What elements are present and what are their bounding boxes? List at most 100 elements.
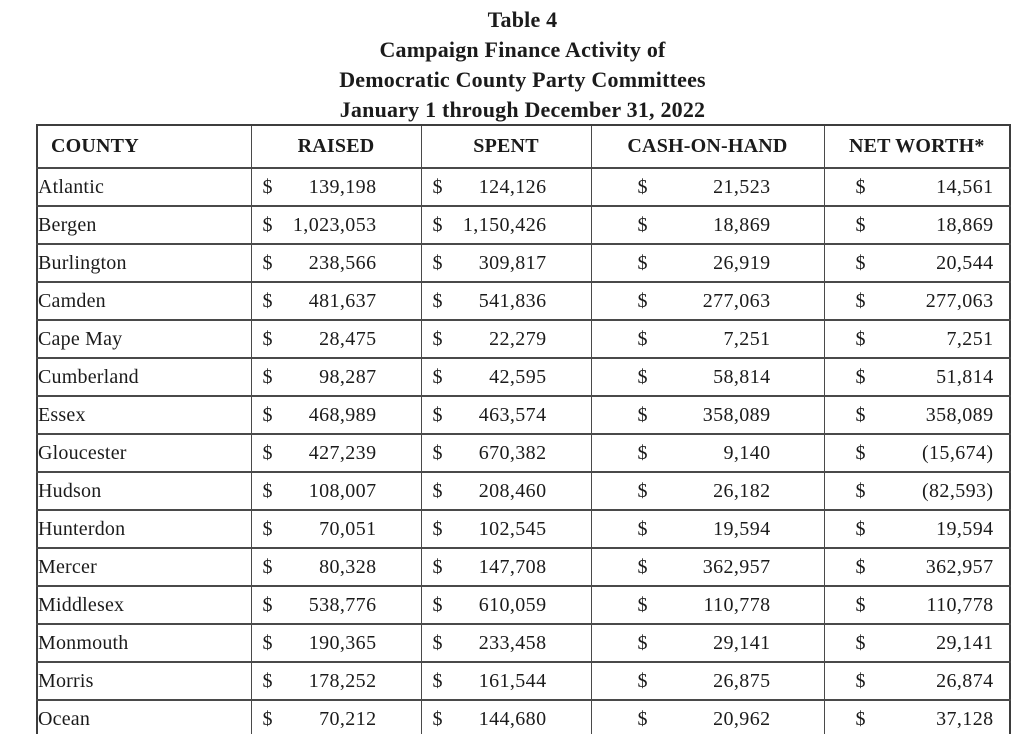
county-name-cell: Ocean: [37, 699, 251, 734]
amount-cell: $7,251: [590, 319, 824, 358]
dollar-sign: $: [432, 555, 443, 578]
amount-cell: $358,089: [823, 395, 1010, 434]
amount-text: 481,637: [308, 289, 377, 312]
amount-cell: $98,287: [250, 357, 421, 396]
dollar-sign: $: [262, 631, 273, 654]
dollar-sign: $: [855, 479, 866, 502]
dollar-sign: $: [432, 175, 443, 198]
amount-cell: $26,919: [590, 243, 824, 282]
amount-cell: $ (15,674): [823, 433, 1010, 472]
dollar-sign: $: [637, 555, 648, 578]
money-value: $110,778: [856, 594, 994, 617]
table-row: Burlington $238,566 $309,817 $26,919 $20,544: [37, 243, 1010, 282]
table-row: Gloucester $427,239 $670,382 $9,140 $ (15,674…: [37, 433, 1010, 472]
county-name-cell: Mercer: [37, 547, 251, 586]
amount-text: 362,957: [702, 555, 771, 578]
money-value: $147,708: [433, 556, 547, 579]
money-value: $18,869: [638, 214, 771, 237]
dollar-sign: $: [262, 669, 273, 692]
table-title: Table 4 Campaign Finance Activity of Dem…: [36, 5, 1009, 125]
dollar-sign: $: [637, 631, 648, 654]
amount-cell: $610,059: [420, 585, 591, 624]
dollar-sign: $: [637, 365, 648, 388]
table-row: Cape May $28,475 $22,279 $7,251 $7,251: [37, 319, 1010, 358]
amount-cell: $22,279: [420, 319, 591, 358]
amount-cell: $26,182: [590, 471, 824, 510]
money-value: $238,566: [263, 252, 377, 275]
title-date-range: January 1 through December 31, 2022: [339, 97, 706, 122]
money-value: $7,251: [856, 328, 994, 351]
header-raised: RAISED: [250, 125, 421, 168]
county-name-cell: Atlantic: [37, 167, 251, 206]
money-value: $20,544: [856, 252, 994, 275]
amount-cell: $1,023,053: [250, 205, 421, 244]
amount-text: 29,141: [713, 631, 771, 654]
money-value: $51,814: [856, 366, 994, 389]
amount-cell: $29,141: [823, 623, 1010, 662]
header-spent: SPENT: [420, 125, 591, 168]
header-net-worth: NET WORTH*: [823, 125, 1010, 168]
title-subject: Campaign Finance Activity of: [379, 37, 666, 62]
table-header: COUNTY RAISED SPENT CASH-ON-HAND NET WOR…: [37, 125, 1010, 168]
money-value: $670,382: [433, 442, 547, 465]
table-row: Cumberland $98,287 $42,595 $58,814 $51,814: [37, 357, 1010, 396]
money-value: $102,545: [433, 518, 547, 541]
dollar-sign: $: [855, 251, 866, 274]
amount-cell: $362,957: [590, 547, 824, 586]
amount-text: 22,279: [489, 327, 547, 350]
money-value: $538,776: [263, 594, 377, 617]
dollar-sign: $: [262, 213, 273, 236]
amount-text: 147,708: [478, 555, 547, 578]
dollar-sign: $: [432, 327, 443, 350]
amount-text: 233,458: [478, 631, 547, 654]
dollar-sign: $: [637, 403, 648, 426]
county-name-cell: Hunterdon: [37, 509, 251, 548]
table-row: Atlantic $139,198 $124,126 $21,523 $14,561: [37, 167, 1010, 206]
amount-text: 110,778: [703, 593, 771, 616]
amount-cell: $144,680: [420, 699, 591, 734]
amount-text: 541,836: [478, 289, 547, 312]
dollar-sign: $: [855, 403, 866, 426]
money-value: $358,089: [856, 404, 994, 427]
amount-cell: $190,365: [250, 623, 421, 662]
money-value: $58,814: [638, 366, 771, 389]
amount-cell: $362,957: [823, 547, 1010, 586]
dollar-sign: $: [432, 593, 443, 616]
money-value: $42,595: [433, 366, 547, 389]
money-value: $26,182: [638, 480, 771, 503]
money-value: $98,287: [263, 366, 377, 389]
money-value: $22,279: [433, 328, 547, 351]
money-value: $277,063: [638, 290, 771, 313]
header-cash-on-hand: CASH-ON-HAND: [590, 125, 824, 168]
amount-text: 277,063: [702, 289, 771, 312]
table-row: Hudson $108,007 $208,460 $26,182 $ (82,593): [37, 471, 1010, 510]
dollar-sign: $: [637, 213, 648, 236]
money-value: $21,523: [638, 176, 771, 199]
dollar-sign: $: [855, 517, 866, 540]
money-value: $29,141: [638, 632, 771, 655]
amount-cell: $18,869: [823, 205, 1010, 244]
amount-text: 610,059: [478, 593, 547, 616]
money-value: $19,594: [856, 518, 994, 541]
dollar-sign: $: [432, 403, 443, 426]
money-value: $190,365: [263, 632, 377, 655]
amount-cell: $20,962: [590, 699, 824, 734]
money-value: $29,141: [856, 632, 994, 655]
dollar-sign: $: [432, 441, 443, 464]
money-value: $ (82,593): [856, 480, 994, 503]
money-value: $1,023,053: [263, 214, 377, 237]
money-value: $468,989: [263, 404, 377, 427]
county-name-cell: Bergen: [37, 205, 251, 244]
dollar-sign: $: [262, 175, 273, 198]
money-value: $108,007: [263, 480, 377, 503]
amount-cell: $463,574: [420, 395, 591, 434]
dollar-sign: $: [432, 631, 443, 654]
county-name-cell: Camden: [37, 281, 251, 320]
table-row: Essex $468,989 $463,574 $358,089 $358,089: [37, 395, 1010, 434]
money-value: $26,875: [638, 670, 771, 693]
amount-text: 1,023,053: [292, 213, 377, 236]
campaign-finance-table: COUNTY RAISED SPENT CASH-ON-HAND NET WOR…: [36, 124, 1011, 734]
amount-cell: $233,458: [420, 623, 591, 662]
amount-text: 102,545: [478, 517, 547, 540]
dollar-sign: $: [262, 365, 273, 388]
